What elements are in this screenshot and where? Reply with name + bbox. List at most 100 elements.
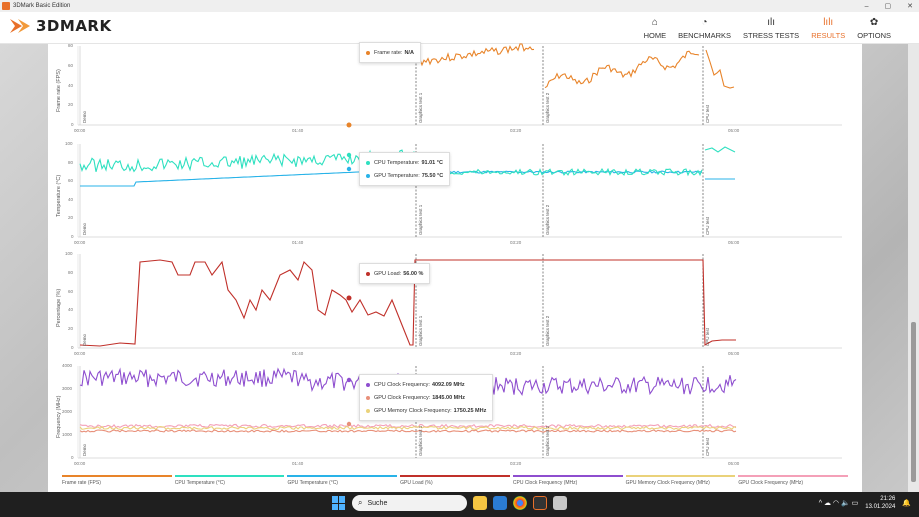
title-bar: 3DMark Basic Edition – ▢ ✕: [0, 0, 919, 12]
gpu-clock-hover-dot: [346, 421, 352, 427]
tooltip-value: 4092.09 MHz: [431, 381, 465, 388]
gpu-load-hover-dot: [346, 295, 352, 301]
cpu-temp-hover-dot: [346, 152, 352, 158]
gpu-mem-clock-series: [79, 425, 737, 431]
y-tick-label: 60: [68, 288, 74, 294]
y-tick-label: 60: [68, 178, 74, 184]
series-dot-icon: [366, 408, 370, 413]
y-tick-label: 2000: [62, 409, 73, 414]
y-tick-label: 100: [65, 141, 73, 146]
scrollbar-thumb[interactable]: [911, 322, 916, 482]
phase-marker-label: Demo: [82, 443, 87, 456]
tooltip-label: CPU Temperature:: [374, 159, 420, 166]
y-tick-label: 80: [68, 159, 74, 165]
y-tick-label: 0: [71, 455, 74, 460]
series-dot-icon: [366, 173, 370, 178]
legend-item[interactable]: GPU Clock Frequency (MHz): [738, 475, 849, 489]
x-tick-label: 03:20: [510, 461, 522, 466]
home-icon: ⌂: [651, 16, 658, 28]
legend-item[interactable]: GPU Load (%): [400, 475, 510, 489]
start-button[interactable]: [332, 496, 346, 510]
notification-bell-icon[interactable]: 🔔: [902, 500, 911, 507]
legend-label: GPU Clock Frequency (MHz): [738, 480, 804, 486]
tooltip-row: Frame rate: N/A: [366, 46, 414, 59]
file-explorer-icon[interactable]: [473, 496, 487, 510]
tooltip-row: CPU Temperature: 91.01 °C: [366, 156, 443, 169]
y-tick-label: 40: [68, 307, 74, 313]
3dmark-taskbar-icon[interactable]: [533, 496, 547, 510]
tooltip-label: GPU Clock Frequency:: [374, 394, 431, 401]
maximize-button[interactable]: ▢: [884, 3, 892, 10]
close-button[interactable]: ✕: [907, 3, 913, 10]
legend-swatch: [287, 475, 398, 477]
y-tick-label: 20: [68, 102, 74, 108]
fps-hover-dot: [346, 122, 352, 128]
legend-item[interactable]: CPU Temperature (°C): [174, 475, 285, 489]
y-tick-label: 80: [68, 43, 74, 48]
nav-label: HOME: [643, 30, 667, 40]
tooltip-row: GPU Memory Clock Frequency: 1750.25 MHz: [366, 404, 486, 417]
3dmark-logo[interactable]: 3DMARK: [10, 17, 112, 35]
y-axis-title: Frequency (MHz): [56, 395, 62, 438]
legend-item[interactable]: GPU Temperature (°C): [287, 475, 398, 489]
x-tick-label: 00:00: [74, 461, 86, 466]
x-tick-label: 00:00: [74, 240, 86, 245]
fps-series-cpu: [705, 49, 735, 89]
results-bars-icon: lılı: [823, 16, 834, 28]
legend-swatch: [512, 475, 623, 477]
clock[interactable]: 21:26 13.01.2024: [865, 495, 895, 511]
phase-marker-label: Graphics test 1: [418, 425, 423, 456]
legend-item[interactable]: Frame rate (FPS): [62, 475, 172, 489]
clock-date: 13.01.2024: [865, 504, 896, 510]
legend-label: CPU Clock Frequency (MHz): [512, 480, 578, 486]
nav-label: RESULTS: [811, 30, 846, 40]
nav-stress-tests[interactable]: ılı STRESS TESTS: [737, 14, 805, 42]
nav-results[interactable]: lılı RESULTS: [805, 14, 851, 42]
minimize-button[interactable]: –: [864, 2, 869, 10]
app-taskbar-icon[interactable]: [553, 496, 567, 510]
tooltip-value: 75.50 °C: [421, 172, 444, 179]
tooltip-label: GPU Load:: [374, 270, 402, 277]
taskbar: ⌕ Suche ^ ☁ ◠ 🔈 ▭ 21:26 13.01.2024 🔔: [0, 492, 919, 517]
legend-swatch: [174, 475, 285, 477]
cpu-clock-hover-dot: [346, 377, 352, 383]
nav-benchmarks[interactable]: ◔ BENCHMARKS: [672, 14, 737, 42]
y-tick-label: 3000: [62, 386, 73, 391]
phase-marker-label: Graphics test 1: [418, 204, 423, 235]
legend-item[interactable]: CPU Clock Frequency (MHz): [512, 475, 623, 489]
series-dot-icon: [366, 271, 370, 276]
gpu-clock-freq-series: [79, 429, 737, 433]
legend-label: GPU Temperature (°C): [287, 480, 338, 486]
x-tick-label: 01:40: [292, 128, 304, 133]
mail-icon[interactable]: [493, 496, 507, 510]
nav-label: BENCHMARKS: [678, 30, 732, 40]
taskbar-search[interactable]: ⌕ Suche: [352, 495, 467, 511]
series-dot-icon: [366, 160, 370, 165]
y-tick-label: 0: [71, 345, 74, 350]
system-tray-icons[interactable]: ^ ☁ ◠ 🔈 ▭: [818, 500, 859, 507]
nav-options[interactable]: ✿ OPTIONS: [851, 14, 897, 42]
scrollbar[interactable]: [908, 44, 919, 492]
x-tick-label: 01:40: [292, 461, 304, 466]
x-tick-label: 05:00: [728, 351, 740, 356]
tooltip-label: Frame rate:: [374, 49, 403, 56]
tooltip-load: GPU Load: 56.00 %: [359, 263, 431, 284]
window-title: 3DMark Basic Edition: [13, 3, 71, 9]
fps-series-gt2: [544, 50, 700, 89]
series-dot-icon: [366, 395, 370, 400]
nav-home[interactable]: ⌂ HOME: [638, 14, 673, 42]
tooltip-value: N/A: [404, 49, 414, 56]
search-icon: ⌕: [358, 498, 363, 507]
legend-item[interactable]: GPU Memory Clock Frequency (MHz): [625, 475, 736, 489]
y-tick-label: 20: [68, 215, 74, 221]
tooltip-row: GPU Clock Frequency: 1845.00 MHz: [366, 391, 486, 404]
chrome-icon[interactable]: [513, 496, 527, 510]
cpu-temp-series-cpu: [704, 146, 736, 153]
series-dot-icon: [366, 382, 370, 387]
tooltip-row: GPU Load: 56.00 %: [366, 267, 423, 280]
y-tick-label: 80: [68, 269, 74, 275]
logo-chevron-icon: [10, 19, 30, 33]
y-tick-label: 0: [71, 234, 74, 239]
